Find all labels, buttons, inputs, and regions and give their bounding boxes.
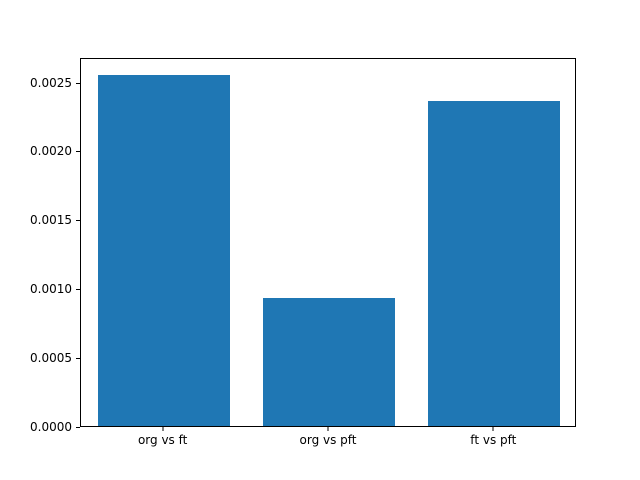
y-tick-mark — [76, 289, 80, 291]
y-tick-mark — [76, 151, 80, 153]
bar-ft-vs-pft — [428, 101, 561, 426]
y-tick-mark — [76, 220, 80, 222]
x-tick-label: org vs pft — [299, 433, 357, 447]
x-tick-mark — [162, 427, 164, 431]
bar-org-vs-pft — [262, 298, 396, 426]
x-tick-mark — [492, 427, 494, 431]
y-tick-label: 0.0005 — [30, 351, 72, 366]
x-tick-mark — [327, 427, 329, 431]
y-tick-mark — [76, 82, 80, 84]
y-tick-label: 0.0025 — [30, 75, 72, 90]
y-tick-label: 0.0020 — [30, 144, 72, 159]
y-tick-label: 0.0000 — [30, 420, 72, 434]
y-tick-mark — [76, 358, 80, 360]
x-tick-label: ft vs pft — [470, 433, 517, 447]
plot-area — [80, 58, 576, 427]
y-tick-label: 0.0010 — [30, 282, 72, 297]
bar-org-vs-ft — [97, 75, 230, 426]
y-tick-mark — [76, 427, 80, 428]
y-tick-label: 0.0015 — [30, 213, 72, 228]
x-tick-label: org vs ft — [137, 433, 188, 447]
